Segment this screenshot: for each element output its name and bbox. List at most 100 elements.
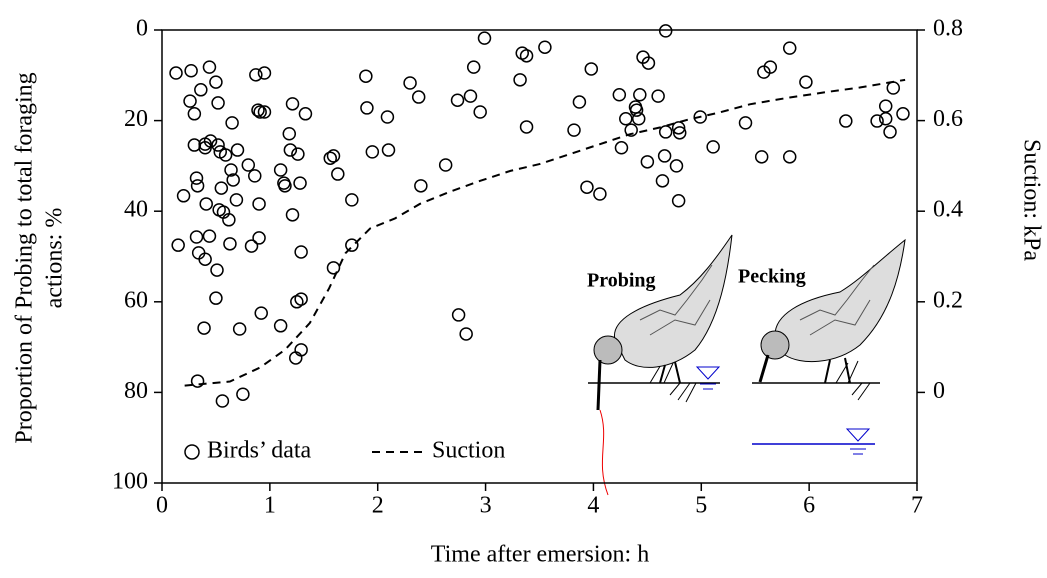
data-point — [257, 105, 272, 119]
annotation: Pecking — [738, 266, 806, 288]
data-point — [567, 123, 581, 137]
x-tick-label: 6 — [803, 493, 815, 519]
data-point — [190, 374, 205, 388]
data-point — [209, 75, 223, 89]
data-point — [189, 230, 204, 244]
data-point — [883, 125, 897, 139]
x-tick-label: 7 — [911, 493, 923, 519]
data-point — [477, 31, 492, 45]
bird-legs — [659, 361, 681, 384]
data-point — [229, 193, 244, 207]
plot-frame — [161, 29, 918, 484]
data-point — [450, 93, 465, 107]
data-point — [222, 213, 236, 227]
x-tick-label: 2 — [372, 493, 384, 519]
data-point — [782, 150, 797, 164]
data-point — [706, 140, 720, 154]
data-point — [224, 163, 238, 177]
data-point — [584, 62, 599, 76]
data-point — [211, 138, 225, 152]
data-point — [225, 116, 239, 130]
data-point — [572, 95, 587, 109]
data-point — [251, 103, 265, 117]
y-axis-label: actions: % — [42, 208, 68, 309]
water-symbol — [695, 366, 721, 390]
legend-marker — [184, 444, 200, 460]
y2-tick-label: 0.6 — [933, 106, 963, 132]
data-point — [202, 60, 217, 74]
data-point — [285, 208, 300, 222]
y-tick-label: 100 — [112, 469, 148, 495]
data-point — [194, 83, 208, 97]
data-point — [669, 159, 684, 173]
data-point — [254, 306, 268, 320]
data-point — [612, 88, 627, 102]
data-point — [291, 147, 305, 161]
data-point — [414, 179, 428, 193]
data-point — [519, 120, 534, 134]
inset-illustration: Probing Pecking — [587, 234, 906, 496]
y-tick-label: 0 — [136, 16, 148, 42]
data-point — [633, 88, 647, 102]
data-point — [215, 394, 230, 408]
data-point — [244, 239, 259, 253]
bird-bill — [596, 359, 602, 411]
data-point — [886, 81, 901, 95]
data-point — [214, 181, 229, 195]
water-symbol — [845, 428, 871, 455]
x-tick-label: 5 — [695, 493, 707, 519]
data-point — [345, 238, 359, 252]
data-point — [223, 237, 237, 251]
data-point — [799, 75, 813, 89]
data-point — [641, 56, 656, 70]
data-point — [658, 24, 673, 38]
x-tick-label: 4 — [587, 493, 599, 519]
data-point — [273, 319, 288, 333]
data-point — [580, 180, 594, 194]
data-point — [782, 41, 797, 55]
data-point — [738, 116, 753, 130]
data-point — [278, 179, 292, 193]
data-point — [538, 40, 552, 54]
y-axis-label: Proportion of Probing to total foraging — [12, 72, 38, 443]
data-point — [513, 73, 527, 87]
data-point — [203, 134, 218, 148]
data-point — [763, 60, 778, 74]
data-point — [199, 197, 213, 211]
bird-legs — [824, 357, 851, 384]
annotation: Probing — [587, 270, 656, 292]
data-point — [380, 110, 395, 124]
data-point — [236, 387, 250, 401]
data-point — [241, 158, 256, 172]
data-point — [619, 112, 633, 126]
data-point — [896, 107, 910, 121]
data-point — [655, 174, 670, 188]
data-point — [211, 96, 225, 110]
data-point — [473, 105, 487, 119]
data-point — [466, 60, 481, 74]
probe-line — [599, 409, 609, 496]
soil-hatch — [835, 360, 871, 401]
data-point — [226, 173, 240, 187]
data-point — [693, 110, 707, 124]
x-axis-label: Time after emersion: h — [431, 542, 649, 568]
data-point — [202, 229, 217, 243]
data-point — [232, 322, 247, 336]
data-point — [451, 308, 466, 322]
legend-label: Suction — [432, 438, 505, 464]
data-point — [184, 64, 198, 78]
data-point — [273, 163, 288, 177]
y2-tick-label: 0.2 — [933, 287, 963, 313]
data-point — [657, 149, 672, 163]
data-point — [360, 101, 374, 115]
bird-bill — [758, 354, 770, 383]
data-point — [403, 76, 417, 90]
data-point — [169, 66, 183, 80]
data-point — [754, 150, 769, 164]
data-point — [248, 169, 262, 183]
data-point — [839, 114, 853, 128]
data-point — [651, 89, 665, 103]
data-point — [190, 179, 205, 193]
y2-tick-label: 0.8 — [933, 16, 963, 42]
data-point — [249, 68, 263, 82]
